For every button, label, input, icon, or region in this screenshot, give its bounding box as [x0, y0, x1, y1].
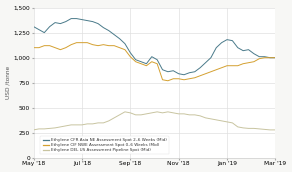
Legend: Ethylene CFR Asia NE Assessment Spot 2–6 Weeks (Mid), Ethylene CIF NWE Assessmen: Ethylene CFR Asia NE Assessment Spot 2–6… — [41, 136, 169, 154]
Y-axis label: USD /tonne: USD /tonne — [6, 66, 11, 99]
